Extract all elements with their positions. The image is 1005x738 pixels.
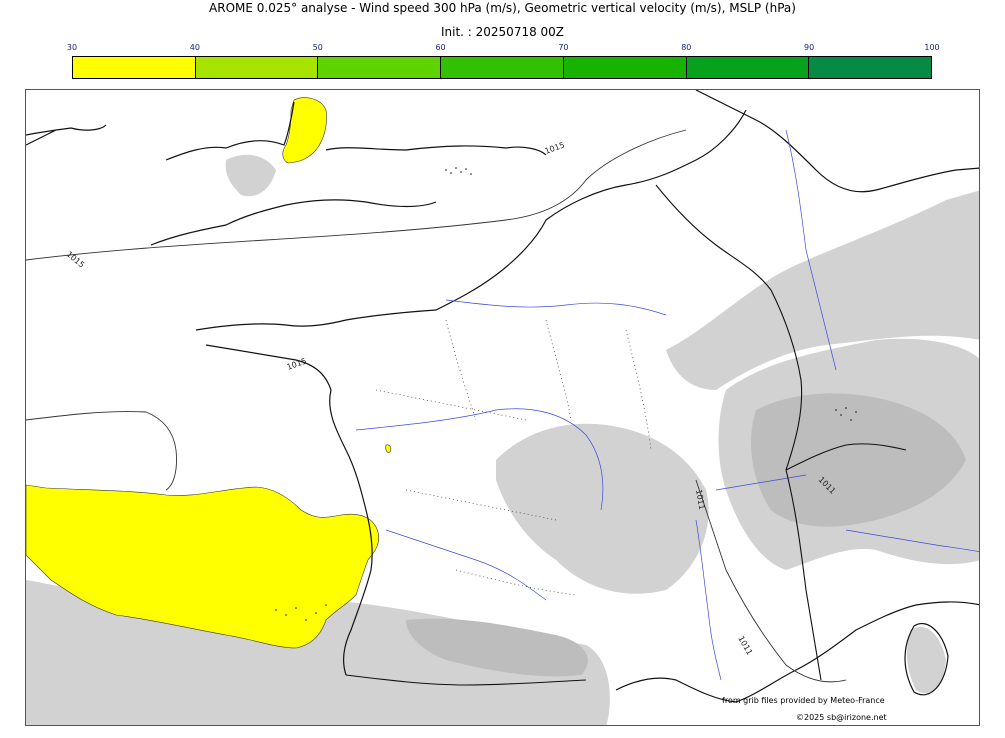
isobar-label: 1015 xyxy=(65,250,86,270)
colorbar-tick: 40 xyxy=(189,43,200,52)
france-spain-border xyxy=(345,674,587,686)
colorbar-tick: 80 xyxy=(681,43,692,52)
colorbar-tick: 90 xyxy=(804,43,815,52)
chart-title: AROME 0.025° analyse - Wind speed 300 hP… xyxy=(209,1,796,15)
wales-coast xyxy=(26,124,107,146)
colorbar-segment xyxy=(73,57,196,78)
colorbar-tick: 100 xyxy=(924,43,940,52)
corsica-coast xyxy=(904,623,949,696)
isobar-1011-east xyxy=(695,479,847,683)
copyright-credit: ©2025 sb@irizone.net xyxy=(796,713,887,722)
isobar-1015-north xyxy=(26,129,687,261)
isobar-label: 1011 xyxy=(736,635,754,657)
rhone-river xyxy=(695,474,807,681)
terrain-dark xyxy=(406,393,966,677)
colorbar-segment xyxy=(195,57,319,78)
massif-central-terrain xyxy=(496,423,709,594)
national-borders xyxy=(345,184,907,686)
data-source-credit: from grib files provided by Meteo-France xyxy=(722,696,885,705)
seine-river xyxy=(445,299,667,316)
wind-speed-colorbar xyxy=(72,56,932,79)
wind-zone-england xyxy=(282,97,327,164)
garonne-river xyxy=(385,529,547,601)
atlantic-coast xyxy=(342,449,373,676)
wind-zone-atlantic-coast xyxy=(385,444,392,453)
loire-river xyxy=(355,408,604,511)
colorbar-tick: 30 xyxy=(66,43,78,52)
pyrenees-terrain-high xyxy=(406,618,588,677)
brittany-coast xyxy=(195,319,347,451)
england-terrain xyxy=(225,154,276,197)
colorbar-segment xyxy=(318,57,442,78)
admin-borders xyxy=(375,319,652,596)
france-germany-border xyxy=(770,289,803,471)
colorbar-tick: 70 xyxy=(558,43,569,52)
coastlines xyxy=(26,90,979,703)
rhine-river xyxy=(785,129,837,371)
colorbar-segment xyxy=(809,57,932,78)
isobars xyxy=(26,129,847,683)
weather-map[interactable]: 1015 1015 1015 1011 1011 1011 xyxy=(25,89,980,726)
isobar-label: 1015 xyxy=(544,140,566,155)
jura-vosges-terrain xyxy=(666,190,979,390)
map-canvas: 1015 1015 1015 1011 1011 1011 xyxy=(26,90,979,725)
france-italy-border xyxy=(785,469,822,681)
colorbar-segment xyxy=(563,57,687,78)
colorbar-segment xyxy=(686,57,810,78)
mediterranean-coast xyxy=(615,601,979,703)
england-coast xyxy=(150,101,547,246)
alps-terrain-high xyxy=(751,393,966,527)
colorbar-ticks: 30 40 50 60 70 80 90 100 xyxy=(67,42,940,54)
wind-30-40-zones xyxy=(26,97,392,649)
wind-zone-bay-of-biscay xyxy=(26,484,379,649)
north-sea-coast xyxy=(695,90,979,193)
colorbar-tick: 60 xyxy=(435,43,446,52)
isobar-label: 1011 xyxy=(694,489,706,511)
init-time: Init. : 20250718 00Z xyxy=(440,25,565,39)
france-switzerland-border xyxy=(785,443,907,471)
po-river xyxy=(845,529,979,552)
corsica-terrain xyxy=(906,626,946,694)
colorbar-tick: 50 xyxy=(312,43,323,52)
colorbar-segment xyxy=(441,57,564,78)
france-belgium-border xyxy=(655,184,772,291)
channel-coast xyxy=(345,109,747,321)
vertical-velocity-dots xyxy=(275,167,857,621)
isobar-1015-west xyxy=(26,411,177,491)
rivers xyxy=(355,129,979,681)
